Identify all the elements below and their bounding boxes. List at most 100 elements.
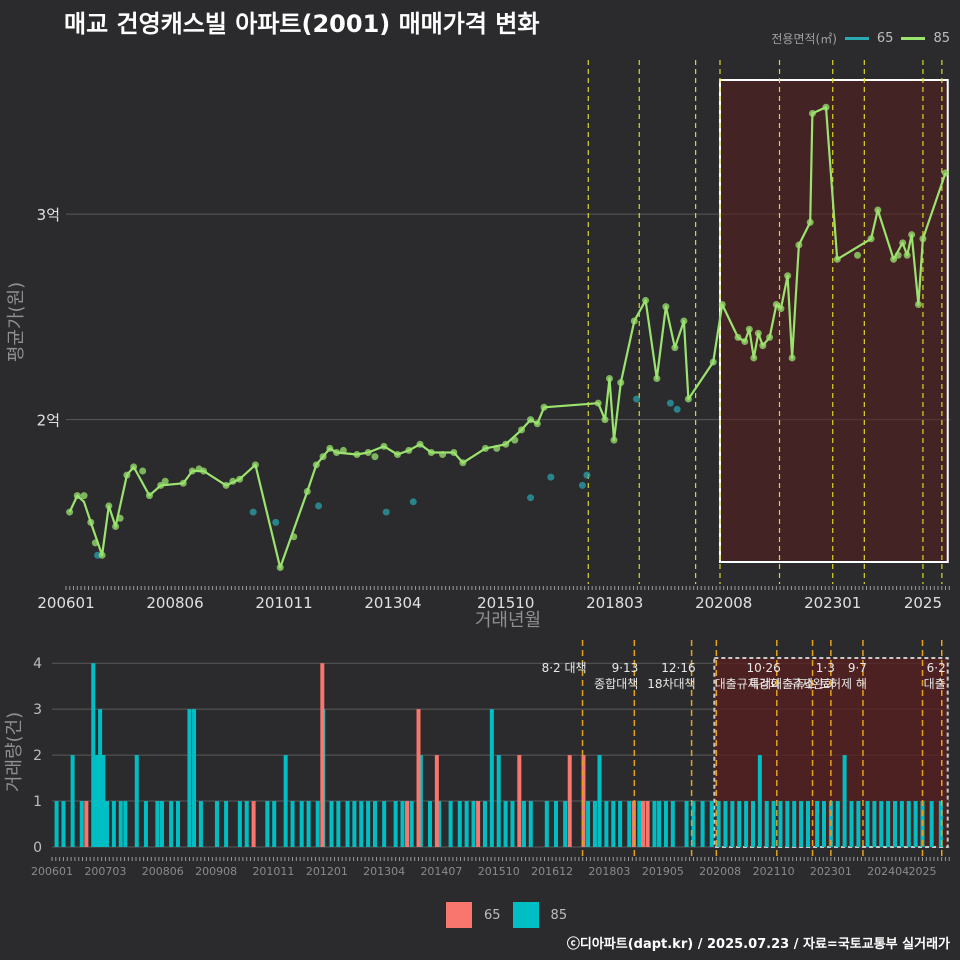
bar-legend-label-65: 65 (484, 907, 501, 923)
y-axis-title: 평균가(원) (6, 282, 27, 362)
point-85 (371, 453, 379, 461)
bar-85 (54, 801, 59, 847)
bar-x-tick-label: 200703 (84, 865, 126, 878)
point-85 (91, 539, 99, 547)
bar-85 (764, 801, 769, 847)
point-85 (380, 442, 388, 450)
point-85 (161, 477, 169, 485)
point-65 (315, 502, 323, 510)
bar-85 (521, 801, 526, 847)
bar-x-tick-label: 202110 (753, 865, 795, 878)
bar-85 (663, 801, 668, 847)
point-85 (394, 451, 401, 459)
legend-swatch-85 (901, 37, 926, 40)
bar-85 (835, 801, 840, 847)
point-85 (130, 463, 138, 471)
bar-85 (159, 801, 164, 847)
bar-85 (771, 801, 776, 847)
bar-85 (792, 801, 797, 847)
point-65 (633, 395, 641, 403)
bar-85 (192, 709, 197, 847)
point-85 (511, 436, 519, 444)
point-85 (540, 403, 548, 411)
bar-85 (723, 801, 728, 847)
x-tick-label: 201304 (364, 594, 421, 612)
point-85 (364, 448, 372, 456)
bar-x-tick-label: 200908 (195, 865, 237, 878)
bar-y-tick-label: 2 (33, 748, 42, 764)
point-85 (754, 329, 762, 337)
point-65 (249, 508, 257, 516)
bar-85 (70, 755, 75, 847)
bar-85 (778, 801, 783, 847)
point-85 (303, 488, 311, 496)
point-85 (894, 251, 902, 259)
bar-85 (94, 755, 99, 847)
point-85 (772, 301, 780, 309)
bar-85 (366, 801, 371, 847)
bar-x-tick-label: 201201 (306, 865, 348, 878)
bar-x-tick-label: 202404 (867, 865, 909, 878)
point-85 (188, 467, 196, 475)
point-85 (718, 301, 726, 309)
point-85 (867, 235, 875, 243)
bar-85 (906, 801, 911, 847)
bar-legend-label-85: 85 (550, 907, 568, 923)
bar-85 (913, 801, 918, 847)
point-85 (439, 451, 447, 459)
point-85 (145, 492, 153, 500)
point-85 (777, 305, 785, 313)
point-85 (874, 206, 882, 214)
bar-85 (427, 801, 432, 847)
point-85 (605, 375, 613, 383)
bar-x-tick-label: 2025 (909, 865, 937, 878)
source-credit: ⓒ디아파트(dapt.kr) / 2025.07.23 / 자료=국토교통부 실… (566, 937, 950, 952)
bar-85 (785, 801, 790, 847)
point-85 (908, 231, 916, 239)
bar-85 (503, 801, 508, 847)
point-85 (339, 446, 347, 454)
point-85 (105, 502, 113, 510)
bar-x-tick-label: 201407 (420, 865, 462, 878)
bar-85 (224, 801, 229, 847)
point-65 (527, 494, 535, 502)
point-85 (112, 522, 120, 530)
bar-85 (856, 801, 861, 847)
bar-85 (169, 801, 174, 847)
point-85 (741, 338, 749, 346)
bar-85 (670, 801, 675, 847)
legend-label-85: 85 (933, 31, 950, 46)
bar-85 (373, 801, 378, 847)
bar-y-axis-title: 거래량(건) (4, 712, 25, 792)
legend-swatch-65 (844, 37, 869, 40)
point-85 (276, 564, 284, 572)
point-85 (481, 444, 489, 452)
point-85 (416, 440, 424, 448)
bar-85 (98, 709, 103, 847)
bar-85 (865, 801, 870, 847)
bar-85 (716, 801, 721, 847)
point-85 (123, 471, 131, 479)
bar-85 (691, 801, 696, 847)
point-85 (66, 508, 74, 516)
y-tick-label: 3억 (37, 206, 60, 224)
bar-85 (345, 801, 350, 847)
bar-85 (265, 801, 270, 847)
bar-85 (886, 801, 891, 847)
point-85 (662, 303, 670, 311)
bar-65 (476, 801, 481, 847)
point-85 (139, 467, 147, 475)
bar-85 (306, 801, 311, 847)
point-85 (642, 296, 650, 304)
bar-legend-swatch-65 (446, 902, 472, 928)
bar-85 (336, 801, 341, 847)
bar-85 (805, 801, 810, 847)
point-65 (673, 405, 681, 413)
bar-65 (517, 755, 522, 847)
bar-x-tick-label: 201011 (252, 865, 294, 878)
point-85 (903, 251, 911, 259)
bar-85 (283, 755, 288, 847)
point-85 (601, 416, 609, 424)
bar-85 (597, 755, 602, 847)
policy-label: 종합대책 (594, 676, 638, 691)
